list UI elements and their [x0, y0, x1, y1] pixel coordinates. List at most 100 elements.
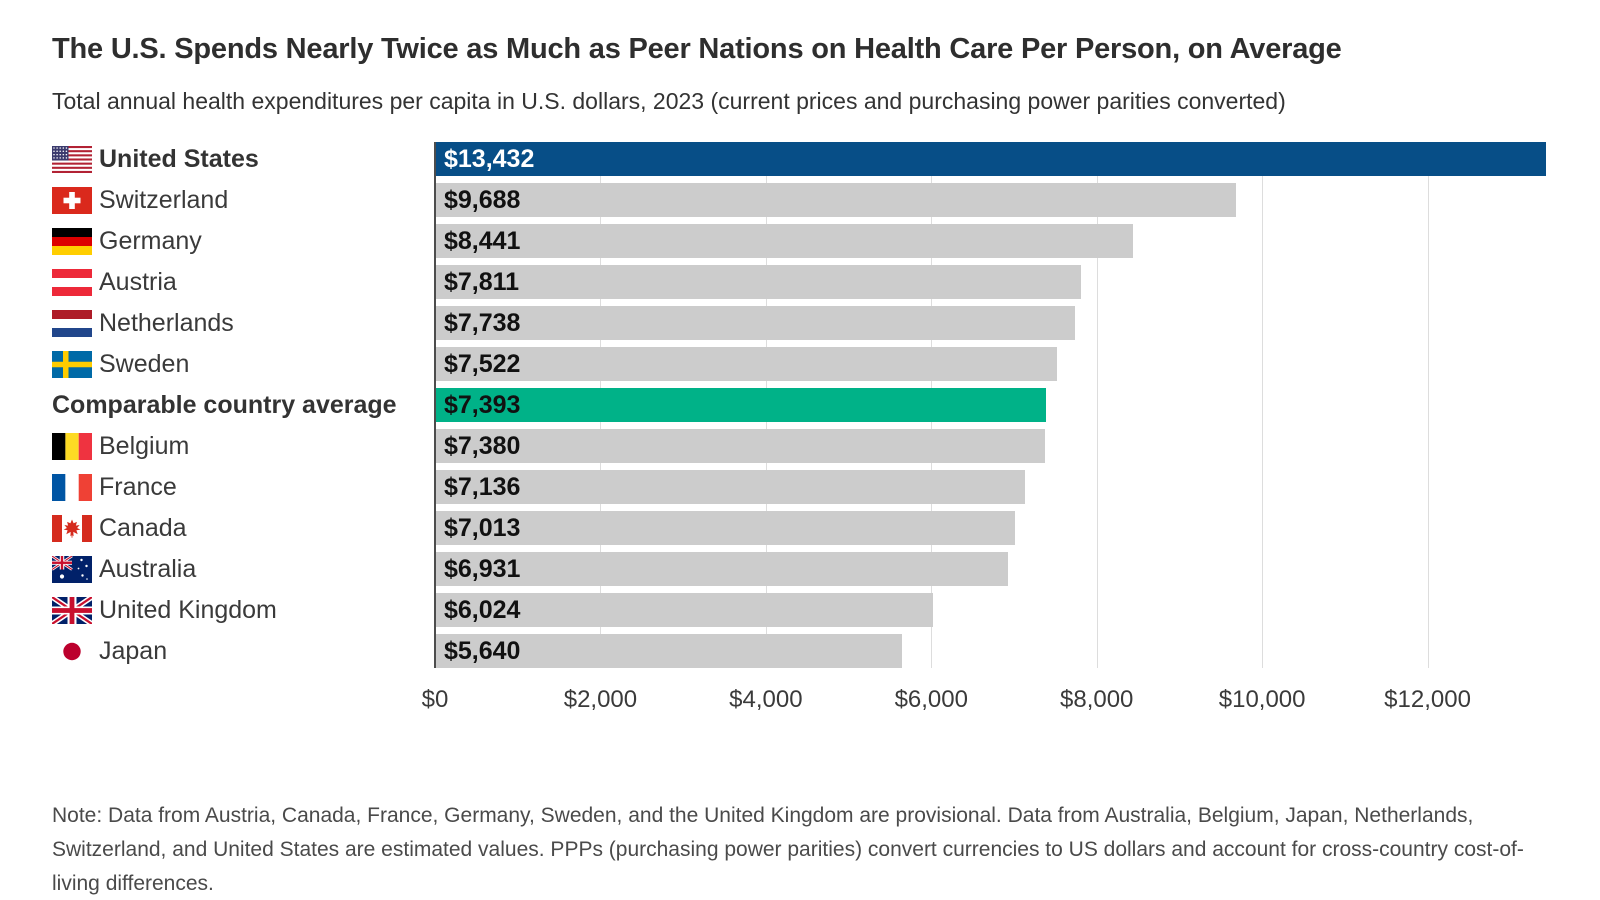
row-label-cell: United States [52, 142, 435, 176]
bar-japan: $5,640 [435, 634, 902, 668]
row-label-cell: Netherlands [52, 306, 435, 340]
bar-france: $7,136 [435, 470, 1026, 504]
gridline [1096, 142, 1098, 668]
row-label-cell: Canada [52, 511, 435, 545]
chart-row-austria: Austria $7,811 [52, 265, 1546, 299]
chart-row-canada: Canada $7,013 [52, 511, 1546, 545]
row-label-cell: Switzerland [52, 183, 435, 217]
gridline [1262, 142, 1264, 668]
row-label: United States [99, 144, 259, 173]
chart-row-belgium: Belgium $7,380 [52, 429, 1546, 463]
x-axis-tick-label: $10,000 [1218, 686, 1306, 713]
bar-value-label: $9,688 [444, 185, 521, 214]
row-label-cell: Japan [52, 634, 435, 668]
chart-row-sweden: Sweden $7,522 [52, 347, 1546, 381]
x-axis: $0 $2,000 $4,000 $6,000 $8,000 $10,000 $12,000 [422, 686, 1546, 730]
x-axis-tick-label: $4,000 [729, 686, 803, 713]
row-label-cell: Sweden [52, 347, 435, 381]
bar-switzerland: $9,688 [435, 183, 1237, 217]
x-axis-tick-label: $12,000 [1384, 686, 1471, 713]
row-label-cell: Belgium [52, 429, 435, 463]
bar-united-states: $13,432 [435, 142, 1546, 176]
bar-belgium: $7,380 [435, 429, 1046, 463]
flag-netherlands-icon [52, 309, 92, 337]
x-axis-tick-label: $0 [421, 686, 449, 713]
chart-row-netherlands: Netherlands $7,738 [52, 306, 1546, 340]
bar-rows: United States $13,432 Switzerland $9,688 Ge… [52, 142, 1546, 668]
row-label-cell: Austria [52, 265, 435, 299]
chart-row-japan: Japan $5,640 [52, 634, 1546, 668]
bar-value-label: $13,432 [444, 144, 535, 173]
bar-track: $6,024 [435, 593, 1546, 627]
bar-austria: $7,811 [435, 265, 1082, 299]
row-label: United Kingdom [99, 595, 277, 624]
row-label: Germany [99, 226, 202, 255]
x-axis-tick-label: $8,000 [1060, 686, 1134, 713]
bar-track: $7,738 [435, 306, 1546, 340]
row-label-cell: Australia [52, 552, 435, 586]
chart-row-germany: Germany $8,441 [52, 224, 1546, 258]
chart-row-france: France $7,136 [52, 470, 1546, 504]
flag-germany-icon [52, 227, 92, 255]
chart-row-united-states: United States $13,432 [52, 142, 1546, 176]
bar-track: $9,688 [435, 183, 1546, 217]
bar-value-label: $7,738 [444, 308, 521, 337]
bar-track: $6,931 [435, 552, 1546, 586]
chart-header: The U.S. Spends Nearly Twice as Much as … [52, 30, 1548, 116]
bar-value-label: $7,136 [444, 472, 521, 501]
x-axis-tick-label: $2,000 [563, 686, 638, 713]
bar-netherlands: $7,738 [435, 306, 1076, 340]
bar-canada: $7,013 [435, 511, 1016, 545]
gridline [1427, 142, 1429, 668]
bar-value-label: $6,024 [444, 595, 521, 624]
flag-sweden-icon [52, 350, 92, 378]
row-label: Belgium [99, 431, 190, 460]
row-label: Australia [99, 554, 197, 583]
row-label: Sweden [99, 349, 190, 378]
footnote: Note: Data from Austria, Canada, France,… [52, 804, 1524, 895]
bar-australia: $6,931 [435, 552, 1009, 586]
chart-subtitle: Total annual health expenditures per cap… [52, 88, 1286, 114]
row-label: Japan [99, 636, 168, 665]
bar-value-label: $7,393 [444, 390, 521, 419]
bar-track: $7,013 [435, 511, 1546, 545]
bar-comparable-country-average: $7,393 [435, 388, 1047, 422]
flag-australia-icon [52, 555, 92, 583]
bar-value-label: $8,441 [444, 226, 521, 255]
chart-plot-area: United States $13,432 Switzerland $9,688 Ge… [52, 142, 1546, 668]
bar-track: $7,380 [435, 429, 1546, 463]
chart-row-australia: Australia $6,931 [52, 552, 1546, 586]
bar-chart: United States $13,432 Switzerland $9,688 Ge… [52, 142, 1546, 730]
row-label: Switzerland [99, 185, 229, 214]
x-axis-tick-label: $6,000 [894, 686, 968, 713]
row-label-cell: Germany [52, 224, 435, 258]
bar-united-kingdom: $6,024 [435, 593, 934, 627]
row-label-cell: France [52, 470, 435, 504]
bar-value-label: $5,640 [444, 636, 521, 665]
flag-switzerland-icon [52, 186, 92, 214]
bar-track: $7,522 [435, 347, 1546, 381]
row-label-cell: Comparable country average [52, 388, 435, 422]
row-label: France [99, 472, 177, 501]
chart-row-comparable-country-average: Comparable country average $7,393 [52, 388, 1546, 422]
bar-track: $7,811 [435, 265, 1546, 299]
flag-austria-icon [52, 268, 92, 296]
bar-track: $13,432 [435, 142, 1546, 176]
flag-united-kingdom-icon [52, 596, 92, 624]
row-label: Austria [99, 267, 177, 296]
bar-track: $8,441 [435, 224, 1546, 258]
bar-value-label: $7,380 [444, 431, 521, 460]
flag-france-icon [52, 473, 92, 501]
bar-track: $7,393 [435, 388, 1546, 422]
page-title: The U.S. Spends Nearly Twice as Much as … [52, 33, 1342, 65]
bar-value-label: $7,013 [444, 513, 521, 542]
bar-value-label: $7,811 [444, 267, 520, 296]
flag-canada-icon [52, 514, 92, 542]
bar-value-label: $7,522 [444, 349, 521, 378]
chart-row-switzerland: Switzerland $9,688 [52, 183, 1546, 217]
row-label: Canada [99, 513, 187, 542]
row-label: Comparable country average [52, 390, 397, 419]
bar-sweden: $7,522 [435, 347, 1058, 381]
chart-row-united-kingdom: United Kingdom $6,024 [52, 593, 1546, 627]
